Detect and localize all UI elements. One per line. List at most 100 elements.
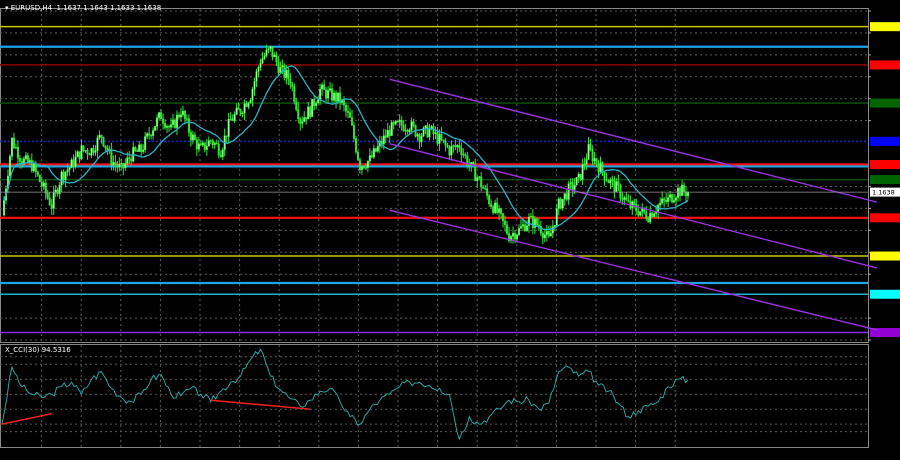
price-tag bbox=[870, 22, 900, 32]
candle-body bbox=[635, 204, 638, 212]
candle-body bbox=[350, 117, 353, 126]
candle-body bbox=[637, 210, 640, 216]
candle-body bbox=[410, 121, 413, 131]
candle-body bbox=[333, 92, 336, 101]
cci-pane-border bbox=[0, 344, 869, 448]
candle-body bbox=[10, 137, 13, 157]
candle-body bbox=[510, 236, 513, 242]
candle-body bbox=[164, 122, 167, 128]
candle-body bbox=[484, 188, 487, 190]
candle-body bbox=[98, 134, 101, 139]
candle-body bbox=[329, 88, 332, 91]
candle-body bbox=[551, 226, 554, 234]
candle-body bbox=[243, 103, 246, 114]
candle-body bbox=[384, 135, 387, 138]
candle-body bbox=[265, 49, 268, 57]
candle-body bbox=[593, 158, 596, 162]
candle-body bbox=[177, 114, 180, 118]
candle-body bbox=[40, 181, 43, 187]
candle-body bbox=[506, 224, 509, 234]
candle-body bbox=[257, 67, 260, 72]
candle-body bbox=[515, 234, 518, 240]
candle-body bbox=[245, 103, 248, 107]
candle-body bbox=[563, 193, 566, 200]
candle-body bbox=[295, 101, 298, 110]
candle-body bbox=[146, 133, 149, 137]
channel-line bbox=[389, 78, 878, 203]
candle-body bbox=[321, 84, 324, 90]
candle-body bbox=[412, 121, 415, 126]
candle-body bbox=[126, 157, 129, 164]
candle-body bbox=[645, 211, 648, 219]
candle-body bbox=[396, 121, 399, 123]
candle-body bbox=[673, 200, 676, 203]
candle-body bbox=[406, 129, 409, 133]
candle-body bbox=[494, 202, 497, 213]
candle-body bbox=[543, 234, 546, 239]
candle-body bbox=[535, 218, 538, 226]
divergence-line bbox=[210, 399, 311, 410]
candle-body bbox=[366, 160, 369, 168]
candle-body bbox=[583, 164, 586, 166]
candle-body bbox=[398, 120, 401, 123]
candle-body bbox=[512, 232, 515, 237]
candle-body bbox=[482, 186, 485, 189]
candle-body bbox=[547, 231, 550, 237]
candle-body bbox=[456, 144, 459, 148]
candle-body bbox=[2, 200, 5, 216]
candle-body bbox=[450, 146, 453, 156]
candle-body bbox=[68, 167, 71, 170]
candle-body bbox=[339, 92, 342, 103]
candle-body bbox=[603, 171, 606, 180]
candle-body bbox=[675, 197, 678, 201]
symbol-label: EURUSD,H4 bbox=[10, 4, 53, 12]
candle-body bbox=[64, 171, 67, 181]
candle-body bbox=[327, 90, 330, 99]
candle-body bbox=[394, 121, 397, 125]
candle-body bbox=[50, 204, 53, 209]
candle-body bbox=[102, 136, 105, 147]
candle-body bbox=[170, 124, 173, 128]
candle-body bbox=[402, 125, 405, 131]
candle-body bbox=[48, 197, 51, 206]
candle-body bbox=[303, 117, 306, 122]
candle-body bbox=[436, 132, 439, 144]
candle-body bbox=[319, 88, 322, 100]
candle-body bbox=[539, 226, 542, 234]
ohlc-readout: 1.1637 1.1643 1.1633 1.1638 bbox=[56, 4, 162, 12]
candle-body bbox=[408, 130, 411, 133]
candle-body bbox=[502, 213, 505, 222]
candle-body bbox=[498, 208, 501, 213]
candle-body bbox=[277, 61, 280, 73]
candle-body bbox=[523, 224, 526, 232]
candle-body bbox=[609, 179, 612, 184]
candle-body bbox=[179, 114, 182, 118]
candle-body bbox=[545, 231, 548, 235]
candle-body bbox=[259, 63, 262, 68]
candle-body bbox=[671, 194, 674, 203]
candle-body bbox=[617, 181, 620, 186]
candle-body bbox=[231, 118, 234, 121]
candle-body bbox=[156, 117, 159, 127]
candle-body bbox=[344, 104, 347, 112]
candle-body bbox=[122, 163, 125, 169]
candle-body bbox=[152, 130, 155, 136]
candle-body bbox=[364, 167, 367, 169]
candle-body bbox=[601, 162, 604, 172]
candle-body bbox=[404, 129, 407, 132]
candle-body bbox=[213, 142, 216, 145]
candle-body bbox=[191, 134, 194, 141]
price-pane-border bbox=[0, 8, 869, 343]
candle-body bbox=[134, 147, 137, 151]
candle-body bbox=[291, 84, 294, 87]
candle-body bbox=[422, 127, 425, 137]
candle-body bbox=[229, 118, 232, 121]
candle-body bbox=[448, 146, 451, 156]
channel-line bbox=[389, 209, 878, 331]
candle-body bbox=[187, 118, 190, 133]
candle-body bbox=[496, 202, 499, 213]
candle-body bbox=[643, 207, 646, 213]
candle-body bbox=[444, 140, 447, 146]
candle-body bbox=[653, 213, 656, 217]
